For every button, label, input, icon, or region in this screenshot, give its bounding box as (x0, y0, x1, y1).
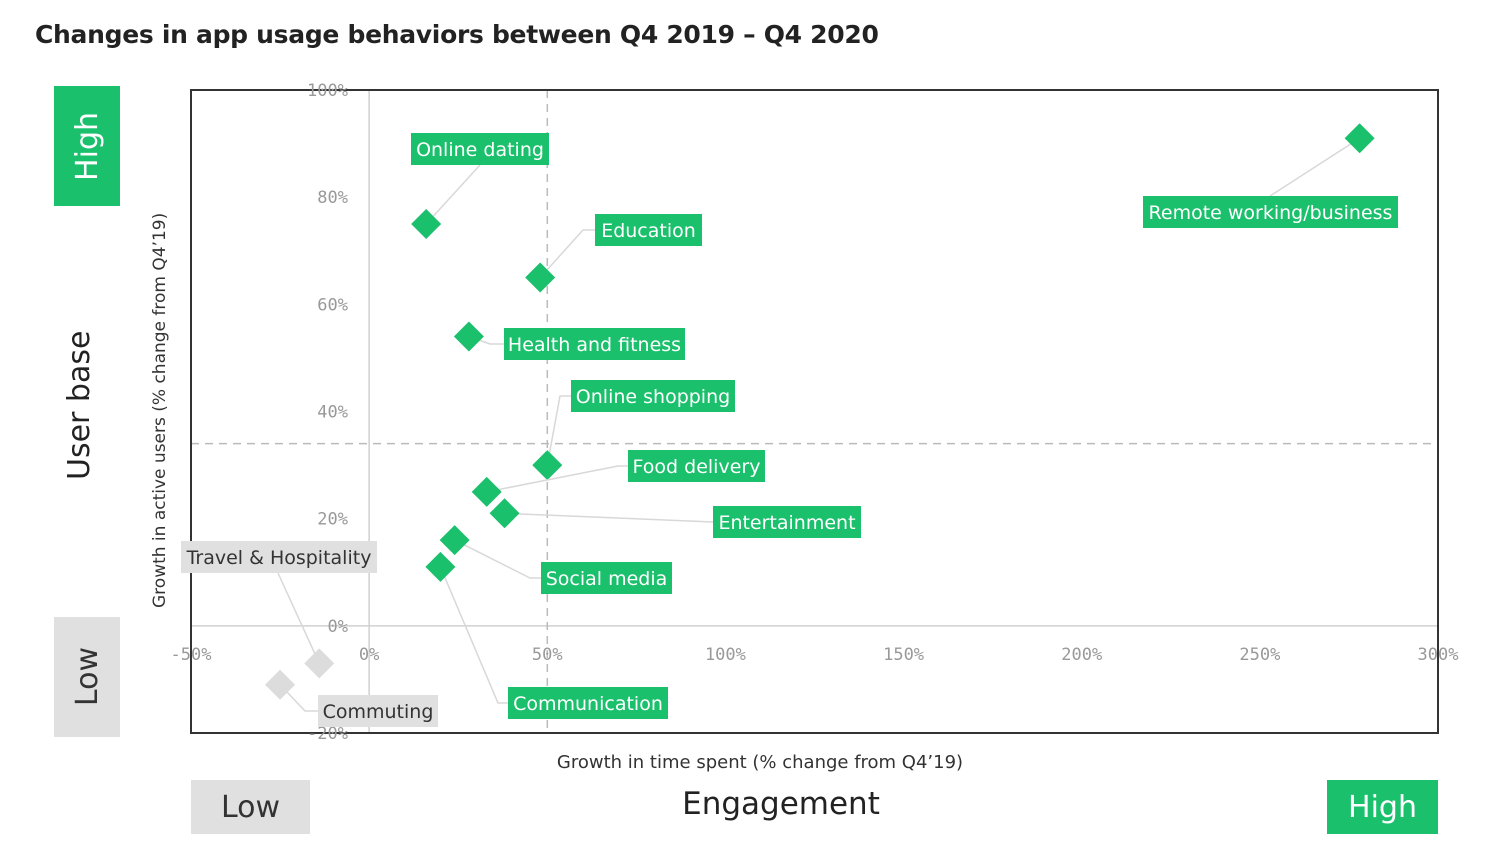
data-point-marker (471, 476, 502, 507)
y-tick-label: -20% (307, 724, 348, 744)
point-label-box (541, 562, 672, 594)
x-high-label: High (1348, 789, 1417, 825)
x-tick-label: 150% (883, 645, 924, 665)
data-point-group: Education (525, 214, 702, 293)
point-label: Health and fitness (508, 334, 681, 356)
x-tick-label: 50% (532, 645, 563, 665)
x-tick-label: 100% (705, 645, 746, 665)
leader-line (486, 465, 628, 493)
data-point-marker (265, 669, 296, 700)
data-point-group: Commuting (265, 669, 438, 727)
point-label: Social media (546, 568, 668, 590)
data-point-group: Remote working/business (1143, 123, 1398, 228)
y-tick-label: 60% (317, 295, 348, 315)
y-tick-label: 20% (317, 510, 348, 530)
point-label: Communication (513, 693, 663, 715)
point-label-box (571, 380, 735, 412)
data-point-marker (453, 321, 484, 352)
point-label: Online shopping (576, 386, 730, 408)
point-label: Online dating (416, 139, 544, 161)
y-tick-label: 80% (317, 188, 348, 208)
data-point-group: Social media (439, 525, 672, 594)
leader-line (539, 229, 595, 279)
x-tick-label: 0% (359, 645, 379, 665)
x-tick-label: 250% (1239, 645, 1280, 665)
point-label-box (318, 695, 438, 727)
point-label: Commuting (323, 701, 434, 723)
data-point-group: Online shopping (532, 380, 735, 481)
x-tick-label: 200% (1061, 645, 1102, 665)
point-label-box (504, 328, 685, 360)
data-point-marker (1344, 123, 1375, 154)
leader-line (454, 539, 541, 579)
y-tick-label: 40% (317, 403, 348, 423)
leader-line (277, 572, 320, 664)
x-axis-title: Growth in time spent (% change from Q4’1… (556, 752, 964, 773)
data-point-group: Travel & Hospitality (181, 541, 377, 679)
point-label-box (1143, 196, 1398, 228)
data-point-group: Entertainment (489, 498, 861, 538)
data-point-group: Food delivery (471, 450, 765, 507)
x-low-label: Low (220, 789, 281, 825)
leader-line (439, 566, 508, 704)
leader-line (504, 512, 714, 523)
data-point-group: Health and fitness (453, 321, 685, 360)
data-point-marker (411, 208, 442, 239)
data-point-group: Communication (425, 551, 668, 719)
x-low-badge: Low (191, 780, 310, 834)
y-low-badge: Low (54, 617, 120, 737)
data-point-group: Online dating (411, 133, 549, 239)
point-label-box (181, 541, 377, 573)
point-label-box (411, 133, 549, 165)
leader-line (1269, 137, 1361, 197)
data-point-marker (489, 498, 520, 529)
data-point-marker (304, 648, 335, 679)
point-label: Entertainment (718, 512, 855, 534)
point-label-box (508, 687, 668, 719)
data-point-marker (439, 525, 470, 556)
point-label: Remote working/business (1149, 202, 1393, 224)
chart-title: Changes in app usage behaviors between Q… (35, 20, 879, 49)
leader-line (425, 164, 481, 225)
y-tick-label: 0% (328, 617, 348, 637)
point-label-box (595, 214, 702, 246)
data-point-marker (525, 262, 556, 293)
leader-line (279, 684, 318, 712)
plot-frame (190, 89, 1439, 734)
y-tick-label: 100% (307, 81, 348, 101)
data-point-marker (425, 551, 456, 582)
point-label-box (713, 506, 861, 538)
point-label: Food delivery (633, 456, 761, 478)
leader-line (546, 395, 571, 466)
point-label-box (628, 450, 765, 482)
data-point-marker (532, 450, 563, 481)
y-high-badge: High (54, 86, 120, 206)
point-label: Education (601, 220, 696, 242)
point-label: Travel & Hospitality (186, 547, 372, 569)
engagement-label: Engagement (682, 786, 880, 822)
x-tick-label: 300% (1418, 645, 1459, 665)
x-tick-label: -50% (171, 645, 212, 665)
x-high-badge: High (1327, 780, 1438, 834)
